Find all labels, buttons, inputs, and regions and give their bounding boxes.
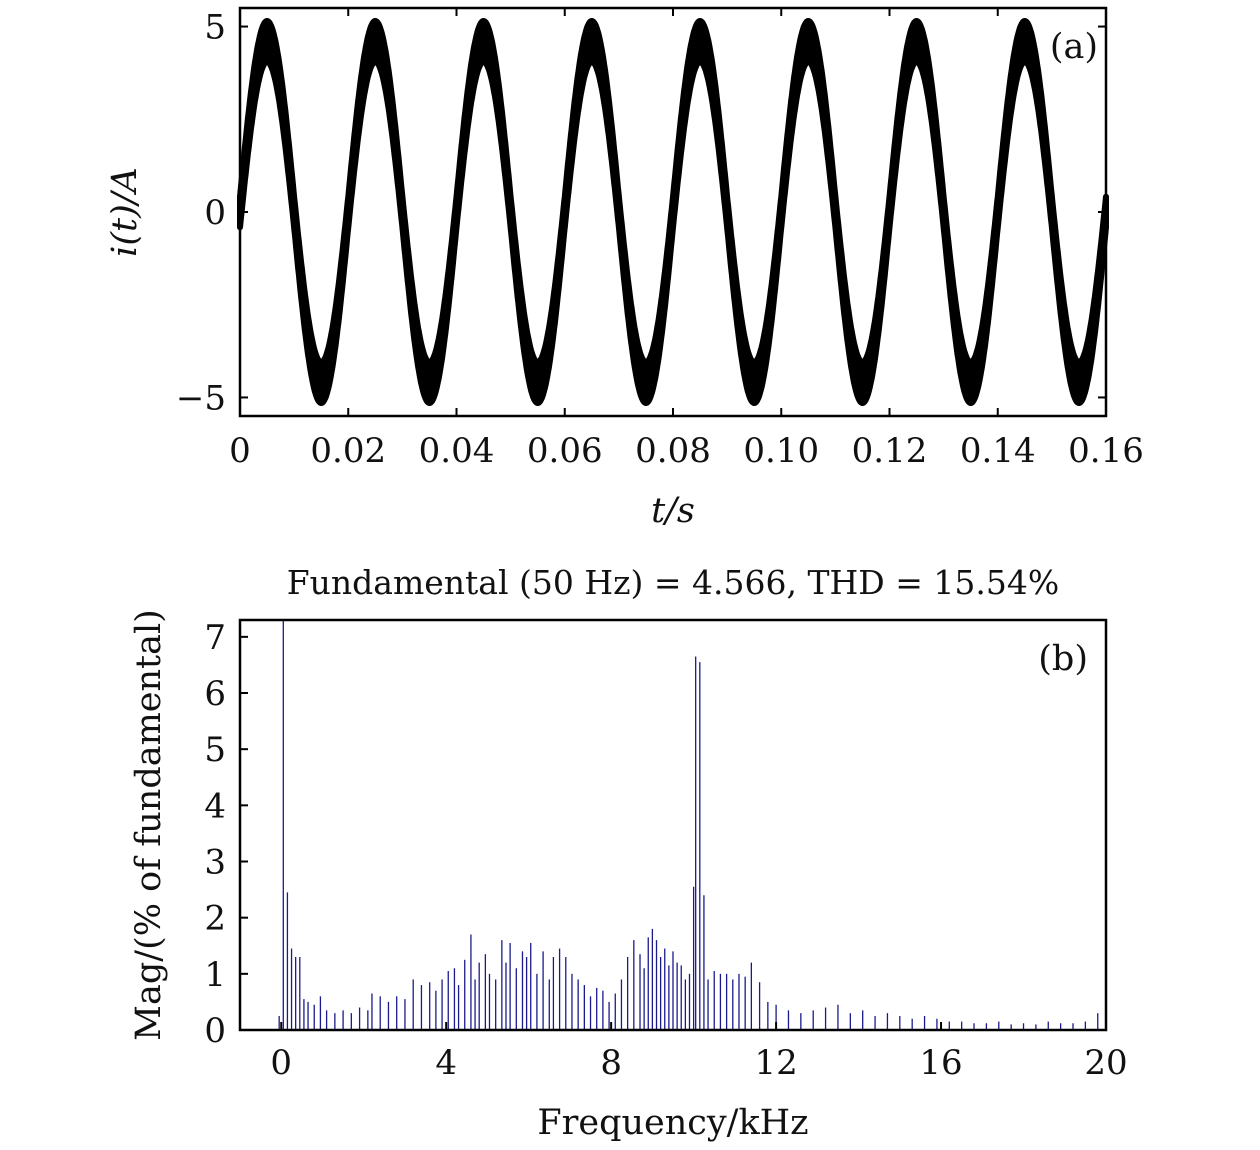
current-waveform (237, 18, 1109, 406)
y-tick-label: 4 (204, 786, 226, 826)
waveform-point (536, 381, 540, 385)
x-tick-label: 16 (919, 1043, 962, 1083)
waveform-point (698, 39, 702, 43)
x-tick-label: 0.02 (310, 431, 386, 471)
waveform-point (265, 39, 269, 43)
waveform-point (779, 210, 783, 214)
waveform-point (319, 381, 323, 385)
waveform-point (563, 210, 567, 214)
waveform-point (1023, 39, 1027, 43)
x-tick-label: 4 (435, 1043, 457, 1083)
panel-b: Fundamental (50 Hz) = 4.566, THD = 15.54… (129, 563, 1128, 1143)
waveform-point (373, 39, 377, 43)
y-axis-title-a: i(t)/A (105, 167, 145, 257)
panel-a: 0 0.02 0.04 0.06 0.08 0.10 0.12 0.14 0.16 −505 (… (105, 6, 1144, 531)
waveform-point (860, 381, 864, 385)
y-tick-label: 5 (204, 8, 226, 48)
waveform-point (427, 381, 431, 385)
y-tick-label: 6 (204, 674, 226, 714)
waveform-point (1077, 381, 1081, 385)
waveform-point (292, 210, 296, 214)
y-tick-label: 2 (204, 899, 226, 939)
waveform-point (725, 210, 729, 214)
chart-title-b: Fundamental (50 Hz) = 4.566, THD = 15.54… (287, 563, 1059, 602)
waveform-point (671, 210, 675, 214)
y-tick-label: 5 (204, 730, 226, 770)
x-axis-ticks-a: 0 0.02 0.04 0.06 0.08 0.10 0.12 0.14 0.16 (229, 8, 1144, 471)
waveform-point (346, 210, 350, 214)
y-axis-title-b: Mag/(% of fundamental) (129, 609, 169, 1041)
waveform-point (509, 210, 513, 214)
waveform-point (400, 210, 404, 214)
x-tick-label: 0.16 (1068, 431, 1144, 471)
waveform-point (482, 39, 486, 43)
panel-label-b: (b) (1038, 639, 1088, 679)
spectrum-bars (278, 620, 1099, 1030)
y-tick-label: 7 (204, 618, 226, 658)
x-tick-label: 0.08 (635, 431, 711, 471)
y-axis-ticks-a: −5 0 5 (176, 8, 1106, 418)
waveform-point (1050, 210, 1054, 214)
y-tick-label: −5 (176, 378, 226, 418)
waveform-point (888, 210, 891, 214)
x-tick-label: 0.04 (419, 431, 495, 471)
y-tick-label: 1 (204, 955, 226, 995)
waveform-point (969, 381, 973, 385)
y-axis-ticks-b: 0 1 2 3 4 5 6 7 (204, 618, 248, 1051)
x-axis-title-b: Frequency/kHz (537, 1103, 808, 1143)
x-axis-title-a: t/s (651, 491, 695, 531)
y-tick-label: 0 (204, 193, 226, 233)
waveform-point (752, 381, 756, 385)
plot-frame-b (238, 618, 1108, 1032)
x-tick-label: 0 (229, 431, 251, 471)
x-tick-label: 0.14 (960, 431, 1036, 471)
waveform-point (996, 210, 1000, 214)
waveform-point (617, 210, 621, 214)
waveform-point (590, 39, 594, 43)
x-tick-label: 0.12 (852, 431, 928, 471)
x-tick-label: 12 (754, 1043, 797, 1083)
x-tick-label: 8 (600, 1043, 622, 1083)
y-tick-label: 3 (204, 843, 226, 883)
x-tick-label: 20 (1084, 1043, 1127, 1083)
panel-label-a: (a) (1050, 27, 1098, 67)
waveform-point (833, 210, 837, 214)
y-tick-label: 0 (204, 1011, 226, 1051)
waveform-point (915, 39, 919, 43)
x-tick-label: 0.10 (743, 431, 819, 471)
waveform-point (455, 210, 458, 214)
waveform-point (644, 381, 648, 385)
waveform-point (942, 210, 946, 214)
waveform-point (806, 39, 810, 43)
x-tick-label: 0 (270, 1043, 292, 1083)
x-axis-ticks-b: 0 4 8 12 16 20 (270, 1022, 1128, 1083)
x-tick-label: 0.06 (527, 431, 603, 471)
